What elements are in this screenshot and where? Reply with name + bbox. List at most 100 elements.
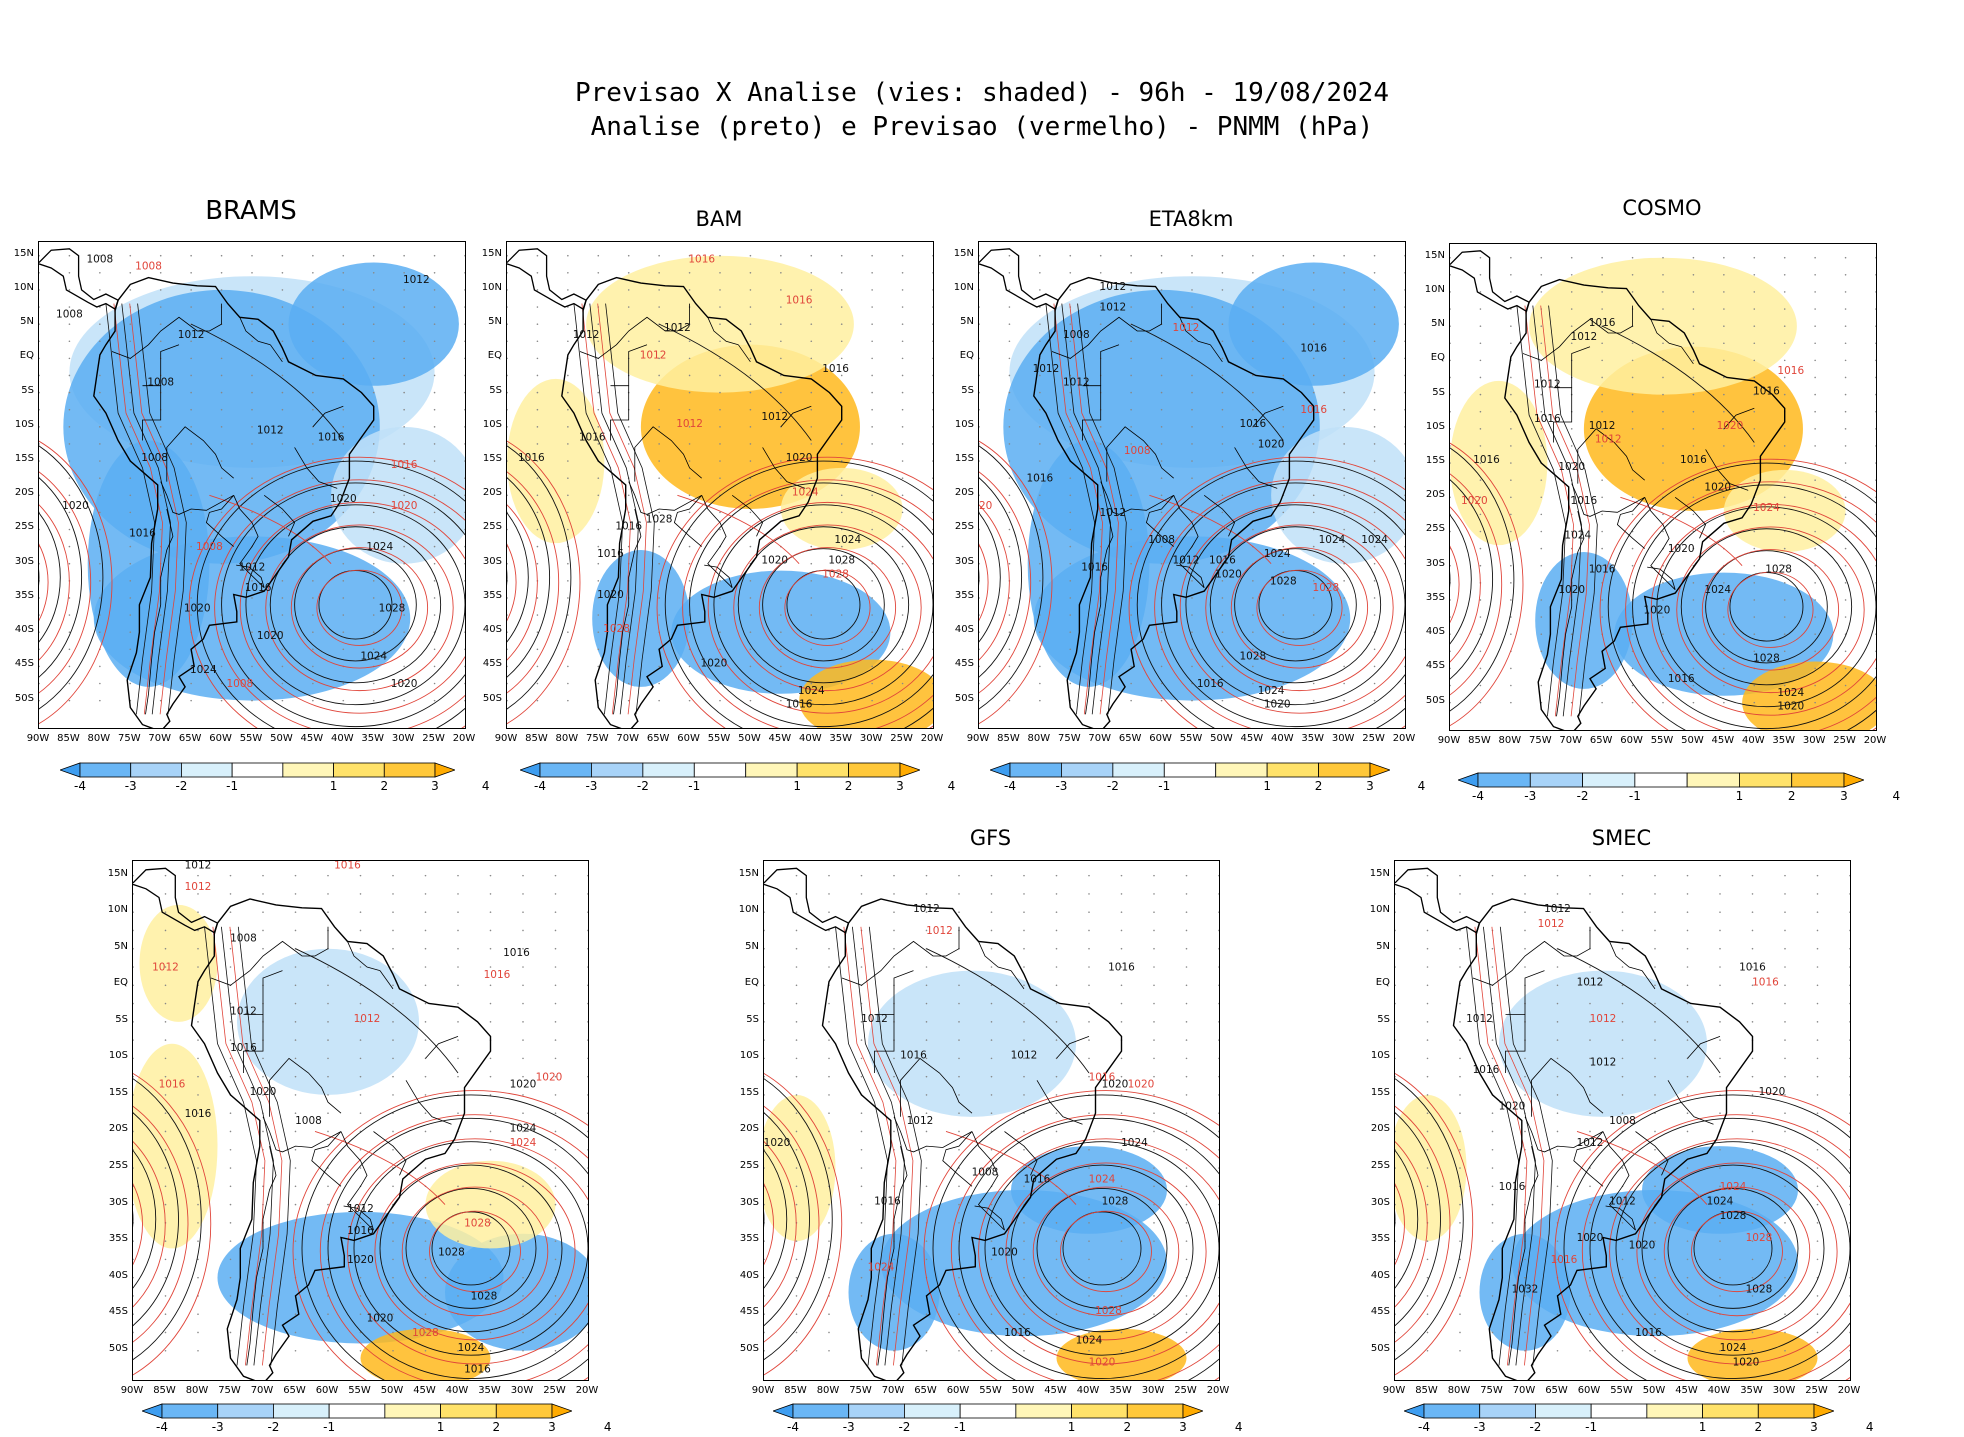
- forecast-isobar: [1625, 481, 1876, 730]
- south-america-coastline: [1033, 276, 1315, 728]
- isobar-andes: [1532, 305, 1582, 717]
- country-border: [1605, 1205, 1636, 1231]
- longitude-tick-label: 65W: [1545, 1385, 1568, 1396]
- contour-label: 1020: [1644, 605, 1671, 617]
- forecast-isobar: [265, 524, 454, 692]
- contour-label: 1020: [1777, 700, 1804, 712]
- longitude-tick-label: 75W: [1057, 733, 1081, 744]
- country-border: [210, 926, 329, 986]
- contour-label: 1020: [391, 500, 418, 512]
- analysis-isobar: [301, 1094, 588, 1380]
- contour-label: 1008: [56, 308, 83, 320]
- country-border: [263, 494, 296, 537]
- map-svg: 1012 1012 1016 1008 1012 1016 1016 1012 1012 1016…: [133, 861, 588, 1380]
- isobar-andes: [581, 303, 631, 715]
- contour-label: 1020: [367, 1313, 394, 1325]
- country-border: [610, 385, 630, 441]
- contour-label: 1020: [1717, 420, 1744, 432]
- isobar-andes: [1483, 926, 1536, 1366]
- contour-label: 1012: [257, 425, 284, 437]
- analysis-isobar: [431, 1211, 511, 1286]
- forecast-isobar: [429, 1210, 521, 1293]
- contour-label: 1016: [822, 363, 849, 375]
- colorbar: -4 -3 -2 -1 1 2 3 4: [1402, 1403, 1874, 1437]
- country-border: [1085, 508, 1114, 715]
- colorbar-tick-label: -3: [1524, 789, 1537, 803]
- colorbar-segment: [181, 762, 233, 778]
- contour-label: 1012: [1589, 420, 1616, 432]
- central-america-coastline: [133, 867, 219, 934]
- latitude-tick-label: 45S: [108, 1306, 128, 1318]
- country-border: [269, 344, 283, 363]
- latitude-tick-label: 15S: [482, 453, 502, 465]
- longitude-tick-label: 40W: [1707, 1385, 1731, 1396]
- contour-label: 1016: [1026, 473, 1053, 485]
- latitude-tick-label: 15N: [13, 247, 34, 259]
- colorbar-tick-label: -1: [1628, 789, 1641, 803]
- colorbar-segment: [518, 762, 541, 778]
- country-border: [731, 494, 764, 537]
- colorbar-svg: [58, 762, 457, 778]
- longitude-tick-label: 30W: [391, 733, 415, 744]
- longitude-tick-label: 45W: [1044, 1385, 1067, 1396]
- colorbar-segment: [1582, 772, 1636, 788]
- analysis-isobar: [1557, 948, 1721, 1074]
- colorbar-segment: [745, 762, 798, 778]
- analysis-isobar: [1062, 1211, 1142, 1286]
- latitude-tick-label: 35S: [108, 1233, 128, 1245]
- analysis-isobar: [295, 948, 459, 1074]
- colorbar-svg: [771, 1403, 1205, 1419]
- latitude-tick-label: EQ: [113, 977, 128, 989]
- forecast-isobar: [1450, 545, 1460, 624]
- country-border: [1571, 346, 1591, 388]
- contour-label: 1024: [792, 486, 819, 498]
- bias-shading: [507, 378, 605, 544]
- country-border: [974, 1205, 1005, 1231]
- longitude-tick-label: 35W: [478, 1385, 501, 1396]
- longitude-tick-label: 40W: [1076, 1385, 1100, 1396]
- contour-label: 1016: [484, 969, 511, 981]
- contour-label: 1016: [318, 432, 345, 444]
- country-border: [1173, 495, 1205, 588]
- latitude-tick-label: 40S: [108, 1269, 128, 1281]
- contour-label: 1016: [1473, 1064, 1500, 1076]
- map-frame: 1012 1012 1016 1016 1012 1012 1012 1012 1016 1020…: [1394, 860, 1851, 1381]
- longitude-tick-label: 80W: [1498, 735, 1522, 746]
- analysis-isobar: [190, 323, 344, 441]
- colorbar-segment: [1423, 1403, 1481, 1419]
- analysis-isobar: [1705, 550, 1828, 664]
- analysis-isobar: [979, 477, 1023, 678]
- country-border: [1203, 494, 1236, 537]
- longitude-tick-label: 45W: [1240, 733, 1264, 744]
- country-border: [613, 508, 642, 715]
- contour-label: 1012: [152, 962, 179, 974]
- longitude-tick-label: 85W: [525, 733, 548, 744]
- country-border: [1036, 1080, 1083, 1125]
- forecast-isobar: [979, 504, 1010, 661]
- colorbar-segment: [217, 1403, 274, 1419]
- contour-label: 1020: [1704, 481, 1731, 493]
- country-border: [1004, 1131, 1038, 1176]
- contour-label: 1016: [1499, 1181, 1526, 1193]
- latitude-tick-label: 20S: [954, 487, 974, 499]
- country-border: [737, 344, 751, 363]
- analysis-isobar: [133, 1149, 157, 1289]
- contour-label: 1024: [1258, 685, 1285, 697]
- colorbar-segment: [959, 1403, 1017, 1419]
- colorbar-tick-label: -1: [688, 779, 701, 793]
- colorbar-segment: [988, 762, 1011, 778]
- longitude-tick-label: 60W: [1149, 733, 1172, 744]
- colorbar-segment: [79, 762, 132, 778]
- colorbar-segment: [1590, 1403, 1648, 1419]
- contour-label: 1024: [1264, 548, 1291, 560]
- contour-label: 1012: [664, 322, 691, 334]
- longitude-tick-label: 55W: [1179, 733, 1203, 744]
- colorbar-segment: [796, 762, 849, 778]
- contour-label: 1020: [1759, 1086, 1786, 1098]
- contour-label: 1016: [185, 1108, 212, 1120]
- country-border: [111, 303, 223, 359]
- map-svg: 1012 1012 1016 1016 1012 1012 1012 1012 1016 1020…: [1395, 867, 1850, 1380]
- contour-label: 1012: [1173, 555, 1200, 567]
- contour-label: 1024: [366, 541, 393, 553]
- colorbar-tick-label: 2: [1754, 1420, 1763, 1434]
